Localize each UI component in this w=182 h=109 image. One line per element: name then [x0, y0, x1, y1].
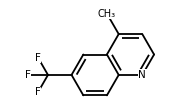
- Text: F: F: [35, 87, 41, 97]
- Text: F: F: [25, 70, 31, 80]
- Text: CH₃: CH₃: [98, 9, 116, 19]
- Text: N: N: [138, 70, 146, 80]
- Text: F: F: [35, 53, 41, 63]
